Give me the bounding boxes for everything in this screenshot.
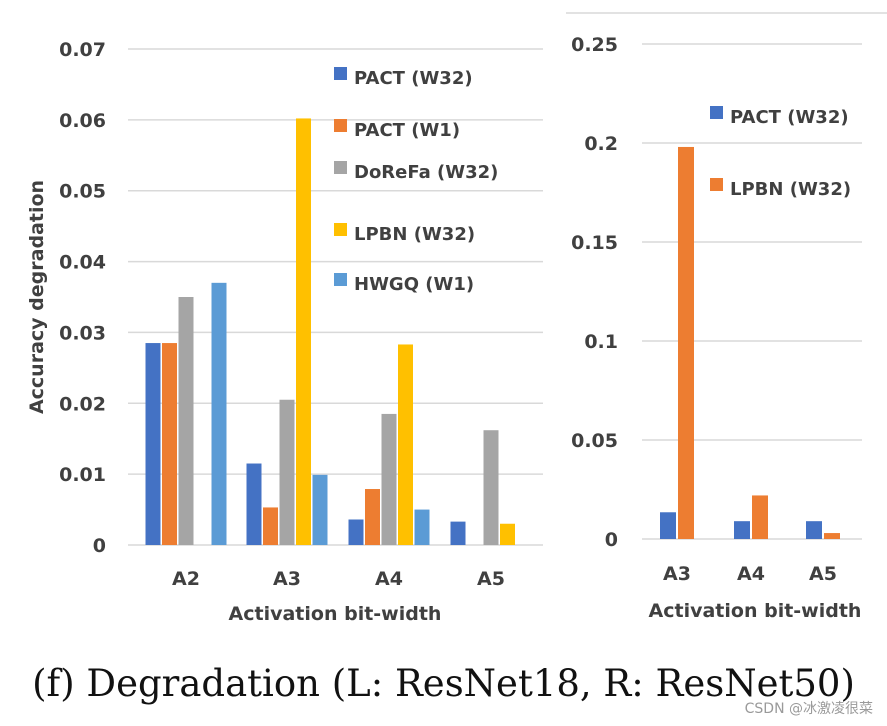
y-tick-label: 0.06 bbox=[59, 110, 106, 132]
y-tick-label: 0.07 bbox=[59, 39, 106, 61]
y-tick-label: 0.01 bbox=[59, 464, 106, 486]
y-tick-label: 0.03 bbox=[59, 322, 106, 344]
bar-pact-w1-a3 bbox=[263, 507, 278, 545]
bar-pact-w32-a3 bbox=[246, 463, 262, 545]
x-axis-title: Activation bit-width bbox=[229, 603, 442, 625]
bar-dorefa-w32-a2 bbox=[178, 297, 194, 545]
x-tick-label: A3 bbox=[663, 563, 691, 585]
figure-caption: (f) Degradation (L: ResNet18, R: ResNet5… bbox=[32, 662, 855, 705]
x-tick-label: A4 bbox=[375, 568, 403, 590]
x-tick-label: A2 bbox=[172, 568, 200, 590]
legend-label: LPBN (W32) bbox=[354, 224, 475, 245]
bar-lpbn-w32-a3 bbox=[296, 118, 311, 545]
y-tick-label: 0.1 bbox=[584, 331, 618, 353]
y-tick-label: 0 bbox=[93, 535, 106, 557]
bar-pact-w32-a4 bbox=[348, 519, 364, 545]
legend-label: PACT (W32) bbox=[354, 68, 473, 89]
bar-lpbn-w32-a5 bbox=[500, 523, 515, 545]
x-tick-label: A5 bbox=[809, 563, 837, 585]
y-tick-label: 0.05 bbox=[571, 430, 618, 452]
bar-lpbn-w32-a5 bbox=[824, 533, 840, 539]
y-tick-label: 0 bbox=[605, 529, 618, 551]
bar-pact-w1-a4 bbox=[365, 489, 380, 545]
watermark-text: CSDN @冰激凌很菜 bbox=[744, 701, 873, 717]
bar-lpbn-w32-a4 bbox=[398, 344, 413, 545]
x-tick-label: A4 bbox=[737, 563, 765, 585]
x-tick-label: A3 bbox=[273, 568, 301, 590]
legend-swatch bbox=[334, 67, 347, 80]
bar-pact-w32-a5 bbox=[450, 521, 466, 545]
legend-label: LPBN (W32) bbox=[730, 179, 851, 200]
y-tick-label: 0.05 bbox=[59, 181, 106, 203]
bar-pact-w1-a2 bbox=[162, 343, 177, 545]
bar-pact-w32-a2 bbox=[145, 343, 161, 545]
legend-swatch bbox=[710, 178, 723, 191]
x-axis-title: Activation bit-width bbox=[649, 600, 862, 622]
y-tick-label: 0.02 bbox=[59, 393, 106, 415]
bar-pact-w32-a3 bbox=[660, 512, 676, 539]
y-axis-title: Accuracy degradation bbox=[26, 180, 48, 414]
bar-dorefa-w32-a5 bbox=[483, 430, 499, 545]
legend-label: HWGQ (W1) bbox=[354, 274, 474, 295]
x-tick-label: A5 bbox=[477, 568, 505, 590]
legend-swatch bbox=[710, 106, 723, 119]
bar-pact-w32-a4 bbox=[734, 521, 750, 539]
y-tick-label: 0.04 bbox=[59, 252, 106, 274]
bar-dorefa-w32-a3 bbox=[279, 399, 295, 545]
legend-label: DoReFa (W32) bbox=[354, 162, 498, 183]
legend-swatch bbox=[334, 119, 347, 132]
y-tick-label: 0.15 bbox=[571, 232, 618, 254]
legend-swatch bbox=[334, 161, 347, 174]
bar-lpbn-w32-a4 bbox=[752, 495, 768, 539]
legend-swatch bbox=[334, 273, 347, 286]
bar-lpbn-w32-a3 bbox=[678, 146, 694, 539]
bar-hwgq-w1-a4 bbox=[414, 509, 430, 545]
y-tick-label: 0.2 bbox=[584, 133, 618, 155]
legend-label: PACT (W1) bbox=[354, 120, 460, 141]
legend-swatch bbox=[334, 223, 347, 236]
bar-pact-w32-a5 bbox=[806, 521, 822, 539]
bar-hwgq-w1-a3 bbox=[312, 474, 328, 545]
y-tick-label: 0.25 bbox=[571, 34, 618, 56]
legend-label: PACT (W32) bbox=[730, 107, 849, 128]
bar-hwgq-w1-a2 bbox=[211, 282, 227, 545]
bar-dorefa-w32-a4 bbox=[381, 413, 397, 545]
